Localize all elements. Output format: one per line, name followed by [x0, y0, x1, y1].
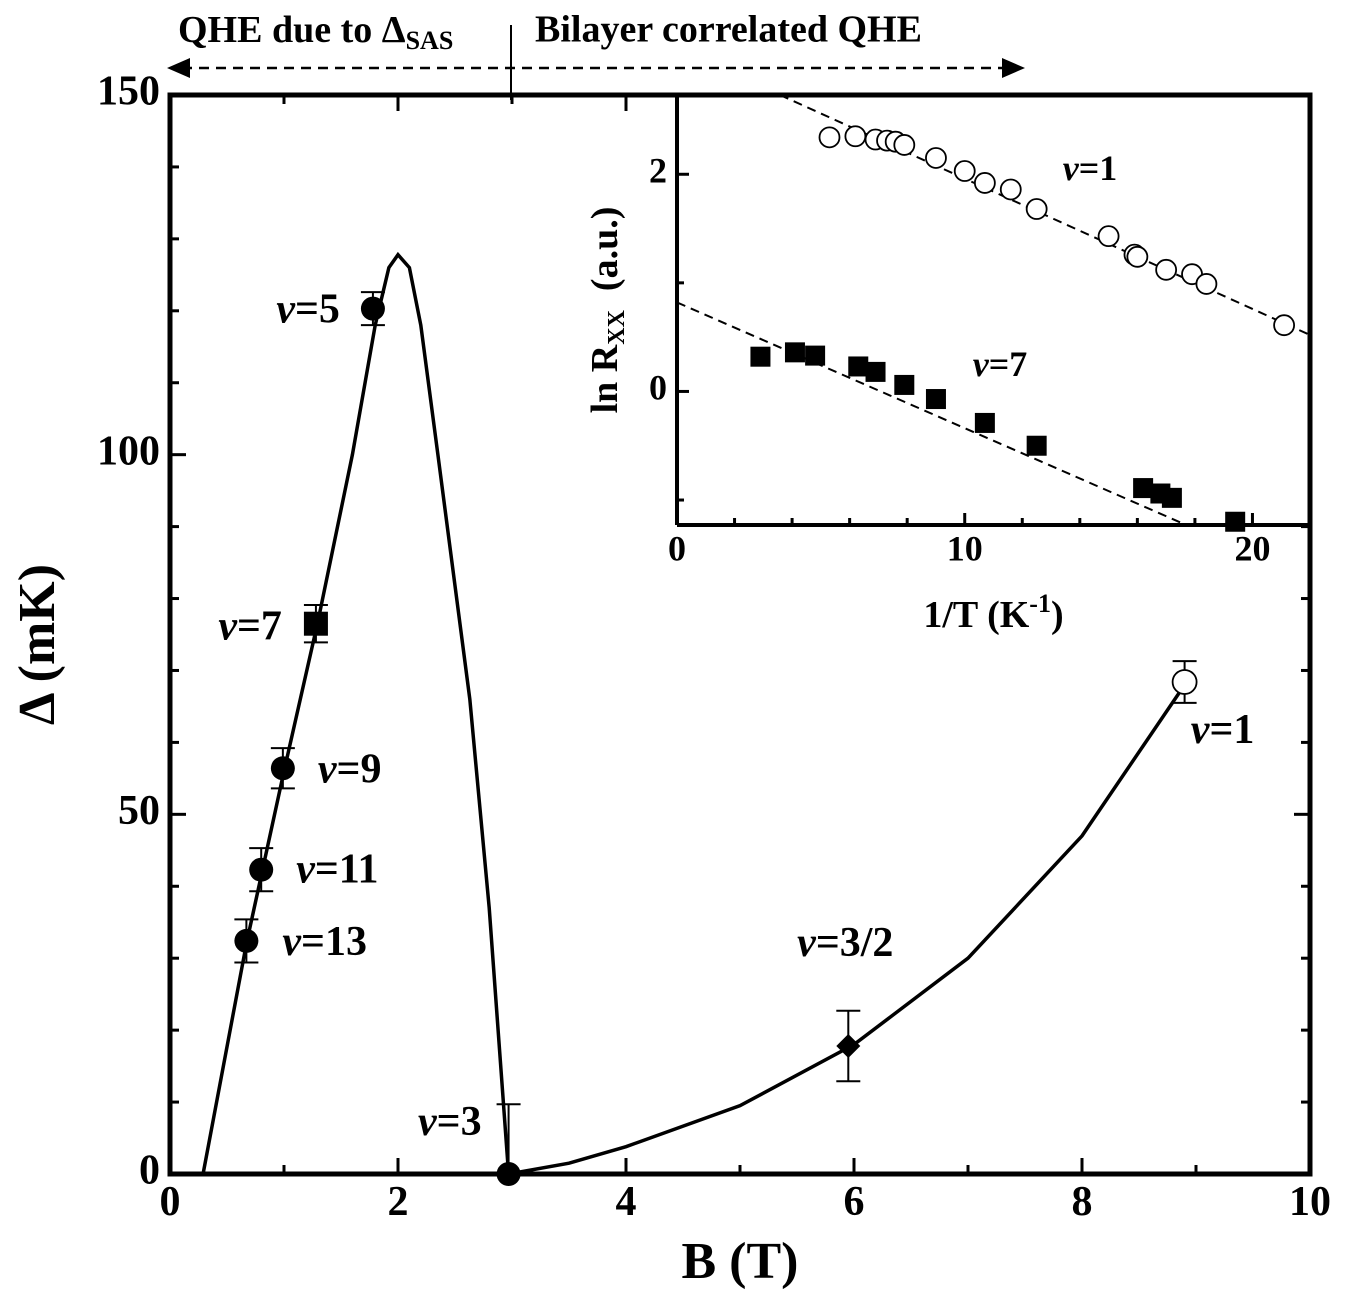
- marker: [953, 160, 976, 182]
- fit-curve: [201, 251, 511, 1174]
- arrow-head: [1002, 58, 1025, 78]
- point-label: ν=3/2: [797, 920, 893, 966]
- marker: [973, 172, 996, 194]
- x-tick-label: 10: [1289, 1179, 1331, 1225]
- plot-frame: [167, 92, 1313, 1177]
- x-tick-label: 8: [1072, 1179, 1093, 1225]
- fit-curve: [508, 683, 1187, 1174]
- annotation: QHE due to ΔSAS: [178, 9, 453, 55]
- annotation-text: QHE due to Δ: [178, 9, 406, 51]
- marker: [1195, 273, 1218, 295]
- x-tick-label: 10: [947, 528, 983, 568]
- marker: [1155, 258, 1178, 281]
- y-tick-label: 0: [649, 368, 667, 408]
- marker: [848, 356, 869, 377]
- annotation: Bilayer correlated QHE: [535, 9, 922, 51]
- marker: [234, 928, 259, 953]
- marker: [303, 611, 328, 636]
- point-label: ν=11: [296, 846, 378, 892]
- marker: [1025, 198, 1048, 220]
- point-label: ν=3: [418, 1099, 482, 1145]
- series-label: ν=7: [973, 344, 1028, 384]
- marker: [360, 296, 385, 321]
- marker: [893, 134, 916, 156]
- marker: [1097, 225, 1120, 248]
- point-label: ν=5: [276, 286, 340, 332]
- marker: [999, 178, 1022, 201]
- marker: [784, 342, 805, 363]
- marker: [1225, 511, 1246, 532]
- regime-annotation: QHE due to ΔSAS Bilayer correlated QHE: [167, 9, 1025, 100]
- y-axis-label-text: (a.u.): [584, 207, 626, 310]
- y-tick-label: 150: [97, 69, 160, 115]
- error-bar: [496, 1103, 521, 1174]
- y-axis-label-subscript: XX: [604, 309, 630, 344]
- x-tick-label: 0: [668, 528, 686, 568]
- point-label: ν=7: [218, 603, 282, 649]
- inset-background: [677, 95, 1310, 525]
- point-label: ν=1: [1191, 707, 1255, 753]
- marker: [1273, 314, 1296, 337]
- y-tick-label: 100: [97, 428, 160, 474]
- marker: [925, 147, 947, 169]
- x-axis-label: B (T): [682, 1233, 799, 1290]
- y-tick-label: 0: [139, 1148, 160, 1194]
- series-label: ν=1: [1063, 148, 1118, 188]
- y-tick-label: 2: [649, 151, 667, 191]
- marker: [270, 756, 295, 781]
- x-tick-label: 2: [388, 1179, 409, 1225]
- y-tick-label: 50: [118, 788, 160, 834]
- point-label: ν=9: [318, 746, 382, 792]
- fit-curve: [677, 301, 1187, 525]
- x-axis-label-text: ): [1051, 594, 1064, 636]
- x-axis-label-text: 1/T (K: [923, 594, 1029, 636]
- arrow-head: [167, 58, 190, 78]
- marker: [805, 345, 826, 366]
- marker: [1171, 669, 1198, 695]
- y-axis-label-text: ln R: [584, 344, 626, 413]
- marker: [865, 361, 886, 382]
- y-axis-label: Δ (mK): [9, 564, 66, 725]
- x-tick-label: 20: [1234, 528, 1270, 568]
- marker: [818, 126, 841, 149]
- point-label: ν=13: [282, 919, 367, 965]
- marker: [750, 346, 771, 367]
- annotation-subscript: SAS: [406, 26, 454, 55]
- marker: [974, 412, 995, 433]
- marker: [925, 389, 946, 410]
- marker: [1161, 487, 1182, 508]
- marker: [894, 374, 915, 395]
- x-axis-label-superscript: -1: [1029, 589, 1051, 618]
- marker: [1126, 245, 1149, 268]
- x-tick-label: 6: [844, 1179, 865, 1225]
- marker: [1026, 435, 1047, 456]
- marker: [1133, 478, 1154, 499]
- marker: [249, 857, 274, 882]
- marker: [836, 1033, 861, 1058]
- marker: [844, 125, 867, 148]
- x-tick-label: 0: [160, 1179, 181, 1225]
- y-axis-label: ln RXX (a.u.): [584, 207, 630, 414]
- x-tick-label: 4: [616, 1179, 637, 1225]
- x-axis-label: 1/T (K-1): [923, 589, 1063, 636]
